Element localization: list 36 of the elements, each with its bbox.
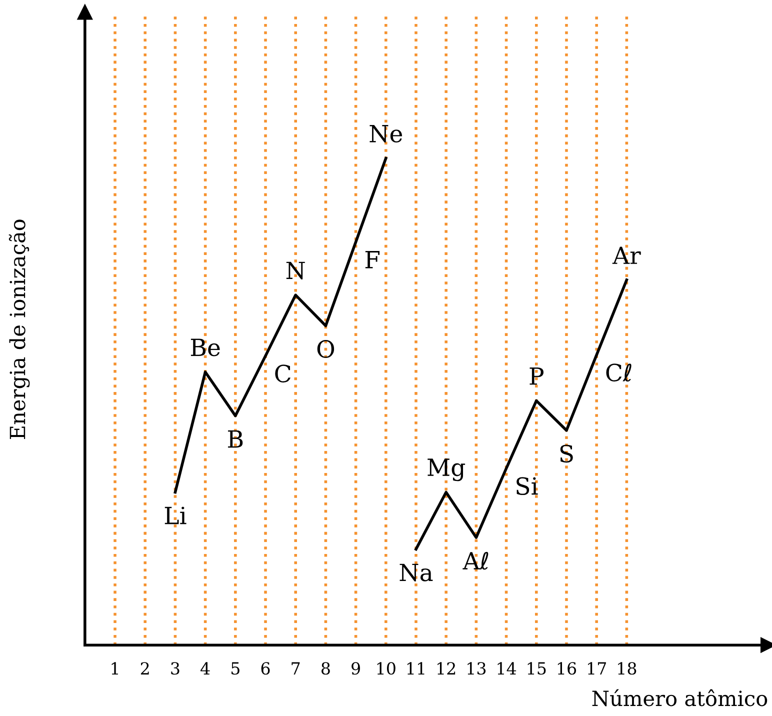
annotation: Mg [428, 458, 466, 482]
x-tick-label: 15 [528, 662, 546, 675]
annotation: Si [516, 477, 538, 495]
x-tick-label: 17 [588, 662, 606, 674]
x-tick-label: 3 [171, 662, 180, 675]
x-tick-label: 13 [468, 662, 486, 675]
annotation: B [228, 430, 243, 448]
annotation: Li [164, 506, 186, 524]
x-tick-label: 4 [200, 662, 210, 674]
x-tick-label: 5 [232, 662, 240, 675]
x-tick-label: 9 [352, 662, 360, 675]
x-tick-label: 16 [558, 662, 576, 675]
x-tick-label: 6 [261, 662, 270, 675]
annotation: N [286, 262, 305, 280]
annotation: Na [400, 564, 433, 582]
x-tick-label: 18 [618, 662, 636, 675]
annotation: O [317, 340, 334, 358]
x-tick-label: 11 [407, 662, 424, 674]
annotation: P [530, 367, 544, 385]
y-axis-title: Energia de ionização [8, 220, 30, 439]
x-tick-label: 7 [292, 662, 300, 674]
annotation: Ar [612, 246, 641, 264]
annotation: S [560, 444, 573, 463]
annotation: C [275, 364, 290, 383]
x-axis-title: Número atômico [592, 689, 768, 706]
annotation: Aℓ [462, 552, 488, 570]
x-tick-label: 10 [377, 662, 396, 675]
annotation: F [365, 251, 380, 268]
annotation: Cℓ [606, 364, 632, 382]
annotation: Be [190, 338, 220, 356]
annotation: Ne [370, 125, 402, 143]
x-tick-label: 8 [322, 662, 330, 675]
x-tick-label: 1 [112, 662, 118, 674]
x-tick-label: 14 [498, 662, 516, 674]
x-tick-label: 2 [140, 662, 149, 674]
x-tick-label: 12 [438, 662, 456, 674]
